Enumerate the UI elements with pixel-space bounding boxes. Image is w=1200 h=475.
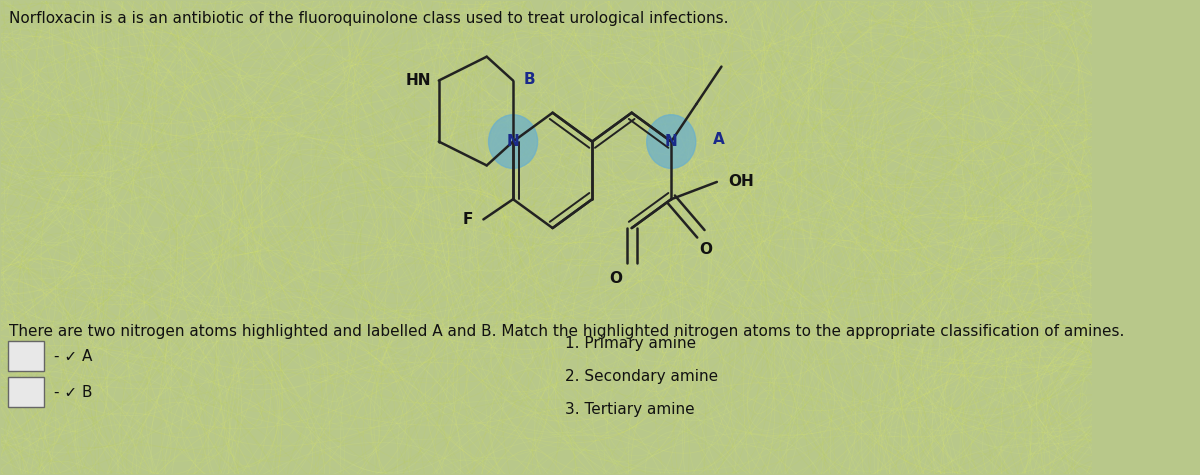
Circle shape (488, 115, 538, 169)
Text: 2. Secondary amine: 2. Secondary amine (565, 369, 718, 384)
Text: OH: OH (727, 174, 754, 190)
Text: There are two nitrogen atoms highlighted and labelled A and B. Match the highlig: There are two nitrogen atoms highlighted… (8, 324, 1124, 340)
Text: - ✓ A: - ✓ A (54, 349, 92, 364)
Text: - ✓ B: - ✓ B (54, 385, 92, 399)
Circle shape (647, 115, 696, 169)
Text: B: B (523, 72, 535, 87)
Text: O: O (698, 242, 712, 257)
Text: 3. Tertiary amine: 3. Tertiary amine (565, 402, 695, 417)
Text: Norfloxacin is a is an antibiotic of the fluoroquinolone class used to treat uro: Norfloxacin is a is an antibiotic of the… (8, 11, 728, 26)
Text: N: N (506, 134, 520, 149)
Text: F: F (462, 212, 473, 227)
Text: O: O (608, 271, 622, 285)
Text: 1. Primary amine: 1. Primary amine (565, 336, 696, 351)
Text: HN: HN (406, 73, 432, 88)
FancyBboxPatch shape (7, 377, 44, 407)
Text: A: A (713, 132, 725, 147)
FancyBboxPatch shape (7, 342, 44, 371)
Text: N: N (665, 134, 678, 149)
